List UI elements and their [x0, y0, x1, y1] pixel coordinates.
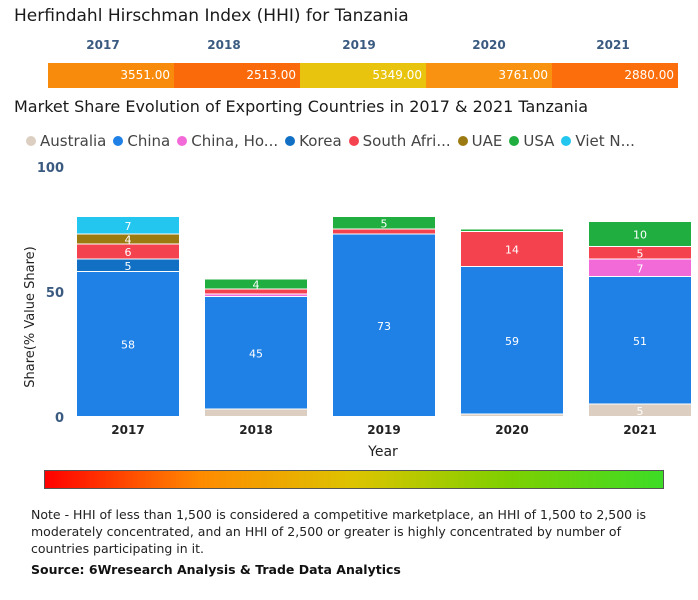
legend-item-7[interactable]: Viet N...: [561, 132, 635, 150]
bar-data-label: 73: [377, 320, 391, 333]
bar-data-label: 5: [125, 260, 132, 273]
bar-segment-2018-0: [205, 409, 307, 416]
bar-segment-2017-5: [77, 234, 179, 244]
y-tick-label: 50: [46, 286, 64, 301]
bar-data-label: 7: [637, 262, 644, 275]
legend-item-1[interactable]: China: [113, 132, 170, 150]
bar-data-label: 6: [125, 246, 132, 259]
source-credit: Source: 6Wresearch Analysis & Trade Data…: [31, 562, 401, 577]
hhi-year-2020: 2020: [472, 38, 506, 52]
x-tick-label-2017: 2017: [111, 423, 144, 437]
bar-data-label: 4: [125, 234, 132, 247]
legend-label: Korea: [299, 132, 342, 150]
legend-dot-icon: [285, 136, 296, 146]
x-tick-label-2020: 2020: [495, 423, 528, 437]
bar-segment-2021-6: [589, 222, 691, 246]
bar-segment-2020-4: [461, 232, 563, 266]
bar-segment-2021-1: [589, 277, 691, 404]
hhi-year-2019: 2019: [342, 38, 376, 52]
legend-item-2[interactable]: China, Ho...: [177, 132, 278, 150]
legend-label: Viet N...: [575, 132, 635, 150]
hhi-cell-2019[interactable]: 5349.00: [300, 63, 426, 88]
hhi-title: Herfindahl Hirschman Index (HHI) for Tan…: [14, 6, 409, 26]
bar-data-label: 14: [505, 244, 519, 257]
bar-segment-2021-0: [589, 404, 691, 416]
legend-label: China, Ho...: [191, 132, 279, 150]
bar-segment-2018-2: [205, 294, 307, 296]
legend-item-6[interactable]: USA: [509, 132, 554, 150]
y-tick-label: 0: [55, 411, 64, 426]
x-tick-label-2019: 2019: [367, 423, 400, 437]
bar-segment-2020-6: [461, 229, 563, 231]
hhi-cell-2018[interactable]: 2513.00: [174, 63, 300, 88]
y-axis-label: Share(% Value Share): [23, 246, 38, 388]
legend-item-5[interactable]: UAE: [457, 132, 503, 150]
legend-item-3[interactable]: Korea: [285, 132, 342, 150]
legend-dot-icon: [177, 136, 188, 146]
bar-segment-2017-1: [77, 272, 179, 416]
bar-segment-2020-0: [461, 414, 563, 416]
legend-label: USA: [523, 132, 555, 150]
bar-data-label: 51: [633, 335, 647, 348]
hhi-strip: 3551.00 2513.00 5349.00 3761.00 2880.00: [48, 63, 678, 88]
hhi-cell-2017[interactable]: 3551.00: [48, 63, 174, 88]
hhi-year-2017: 2017: [86, 38, 120, 52]
market-share-title: Market Share Evolution of Exporting Coun…: [14, 97, 589, 116]
legend-dot-icon: [509, 136, 520, 146]
legend-dot-icon: [457, 136, 468, 146]
legend-label: South Afri...: [362, 132, 451, 150]
legend-label: Australia: [40, 132, 107, 150]
legend-dot-icon: [348, 136, 359, 146]
bar-segment-2019-6: [333, 217, 435, 229]
bar-segment-2021-2: [589, 259, 691, 276]
bar-data-label: 59: [505, 335, 519, 348]
y-tick-label: 100: [37, 161, 64, 176]
bar-segment-2018-1: [205, 297, 307, 409]
legend-label: China: [127, 132, 171, 150]
bar-data-label: 7: [125, 220, 132, 233]
x-tick-label-2021: 2021: [623, 423, 656, 437]
bar-segment-2017-3: [77, 259, 179, 271]
bar-segment-2021-4: [589, 247, 691, 259]
legend-dot-icon: [26, 136, 36, 146]
bar-data-label: 5: [637, 247, 644, 260]
legend-label: UAE: [471, 132, 503, 150]
hhi-year-2018: 2018: [207, 38, 241, 52]
bar-data-label: 10: [633, 229, 647, 242]
bar-data-label: 4: [253, 279, 260, 292]
bar-data-label: 45: [249, 347, 263, 360]
legend-item-4[interactable]: South Afri...: [348, 132, 451, 150]
bar-segment-2018-6: [205, 279, 307, 289]
bar-data-label: 5: [637, 405, 644, 418]
bar-segment-2017-7: [77, 217, 179, 234]
chart-legend: Australia China China, Ho... Korea South Afr…: [26, 130, 696, 152]
legend-dot-icon: [561, 136, 572, 146]
hhi-cell-2021[interactable]: 2880.00: [552, 63, 678, 88]
x-axis-label: Year: [367, 444, 398, 460]
hhi-note: Note - HHI of less than 1,500 is conside…: [31, 507, 647, 556]
hhi-cell-2020[interactable]: 3761.00: [426, 63, 552, 88]
x-tick-label-2018: 2018: [239, 423, 272, 437]
legend-item-0[interactable]: Australia: [26, 132, 106, 150]
bar-data-label: 58: [121, 339, 135, 352]
hhi-year-2021: 2021: [596, 38, 630, 52]
bar-data-label: 5: [381, 217, 388, 230]
hhi-color-scale: [44, 470, 664, 489]
legend-dot-icon: [113, 136, 124, 146]
bar-segment-2020-1: [461, 267, 563, 414]
bar-segment-2017-4: [77, 244, 179, 259]
bar-segment-2019-1: [333, 234, 435, 416]
bar-segment-2019-4: [333, 229, 435, 234]
bar-segment-2018-4: [205, 289, 307, 294]
